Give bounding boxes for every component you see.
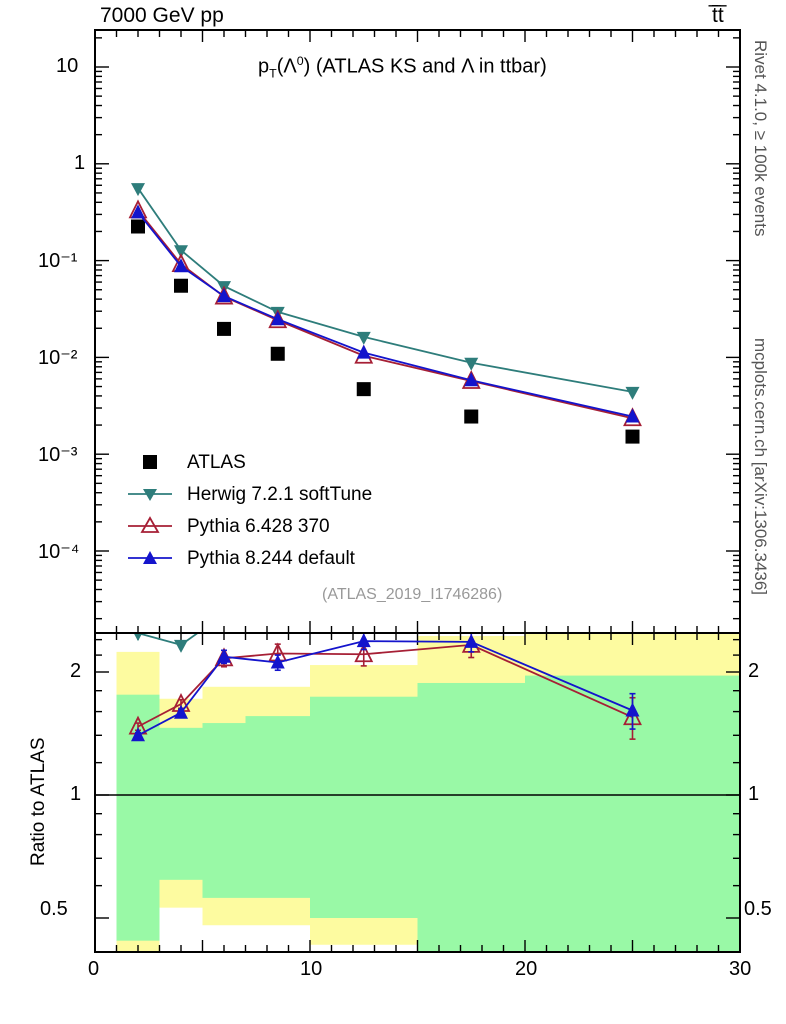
- legend-label-herwig: Herwig 7.2.1 softTune: [187, 484, 373, 505]
- data-marker-triangle-up: [464, 372, 479, 387]
- data-marker-triangle-down: [131, 183, 145, 197]
- data-marker-square: [464, 409, 479, 424]
- ratio-series-group: [128, 563, 642, 742]
- ratio-band-green: [417, 682, 525, 951]
- ratio-marker-triangle-down: [357, 569, 371, 582]
- ratio-ytick-1-right: 1: [748, 783, 760, 805]
- ratio-marker-triangle-up: [356, 634, 371, 648]
- ratio-marker-triangle-up: [625, 702, 640, 717]
- ratio-marker-triangle-up: [217, 648, 231, 663]
- data-marker-square: [131, 219, 145, 234]
- ratio-marker-triangle-down: [464, 563, 478, 576]
- data-marker-square: [217, 321, 231, 336]
- ratio-marker-triangle-up: [174, 704, 188, 719]
- data-marker-triangle-up: [625, 408, 640, 423]
- ratio-marker-triangle-up-open: [354, 643, 374, 663]
- xtick-30: 30: [729, 958, 752, 980]
- ratio-band-green: [159, 727, 203, 880]
- legend-label-atlas: ATLAS: [187, 452, 246, 473]
- ratio-ytick-05: 0.5: [40, 898, 68, 920]
- ratio-marker-triangle-down: [217, 609, 231, 622]
- ratio-ytick-2: 2: [70, 660, 82, 682]
- title-lambda: (Λ: [276, 55, 297, 78]
- data-marker-triangle-down: [464, 357, 479, 371]
- data-marker-triangle-up-open: [214, 285, 234, 305]
- ytick-1e-1: 10⁻¹: [38, 250, 78, 272]
- data-marker-square: [270, 346, 285, 361]
- data-marker-triangle-up: [131, 204, 145, 219]
- legend-marker-square: [143, 455, 157, 469]
- ratio-band-green: [245, 716, 310, 898]
- series-line-pythia: [137, 211, 633, 418]
- ytick-1e-3: 10⁻³: [38, 444, 78, 466]
- ytick-1e-2: 10⁻²: [38, 347, 78, 369]
- data-marker-triangle-down: [356, 331, 371, 345]
- analysis-id-label: (ATLAS_2019_I1746286): [322, 586, 503, 603]
- beam-energy-label: 7000 GeV pp: [100, 4, 224, 27]
- ratio-ytick-2-right: 2: [748, 660, 760, 682]
- title-subscript: T: [269, 66, 277, 81]
- data-marker-triangle-up: [217, 288, 231, 303]
- ratio-marker-triangle-up: [131, 727, 145, 742]
- ratio-ytick-1: 1: [70, 783, 82, 805]
- legend-marker-triangle-up: [143, 551, 157, 564]
- process-label: t̅tt̅t̅: [712, 4, 724, 27]
- ratio-marker-triangle-up: [464, 634, 479, 648]
- data-marker-triangle-down: [625, 386, 640, 400]
- title-pt: p: [258, 55, 270, 78]
- series-line-pythia: [137, 209, 633, 420]
- data-marker-triangle-up: [270, 311, 285, 326]
- legend-marker-triangle-down: [143, 489, 157, 501]
- data-marker-square: [174, 278, 188, 293]
- data-marker-triangle-up: [174, 258, 188, 273]
- data-marker-triangle-up: [356, 344, 371, 359]
- ratio-marker-triangle-down: [134, 634, 142, 642]
- xtick-10: 10: [300, 958, 323, 980]
- legend-marker-triangle-up-open: [140, 516, 160, 533]
- plot-title: pT(Λ0) (ATLAS KS and Λ in ttbar): [258, 54, 547, 81]
- ratio-marker-triangle-down: [626, 602, 640, 615]
- ratio-marker-triangle-down: [271, 613, 285, 626]
- main-panel-frame: [94, 29, 741, 634]
- data-marker-triangle-down: [174, 245, 188, 259]
- ytick-10: 10: [56, 55, 79, 77]
- xtick-0: 0: [88, 958, 100, 980]
- ytick-1e-4: 10⁻⁴: [38, 541, 80, 563]
- ratio-ytick-05-right: 0.5: [744, 898, 772, 920]
- ratio-marker-triangle-down: [174, 639, 188, 653]
- data-marker-square: [625, 429, 640, 444]
- data-marker-square: [356, 382, 371, 397]
- ratio-band-green: [202, 723, 246, 898]
- title-superscript: 0: [296, 54, 304, 68]
- xtick-20: 20: [515, 958, 538, 980]
- legend-label-pythia6: Pythia 6.428 370: [187, 516, 330, 537]
- legend-label-pythia8: Pythia 8.244 default: [187, 548, 355, 569]
- title-tail: ) (ATLAS KS and Λ in ttbar): [303, 55, 547, 78]
- ratio-marker-triangle-up: [270, 654, 285, 669]
- ytick-1: 1: [74, 152, 86, 174]
- ratio-band-green: [310, 696, 418, 918]
